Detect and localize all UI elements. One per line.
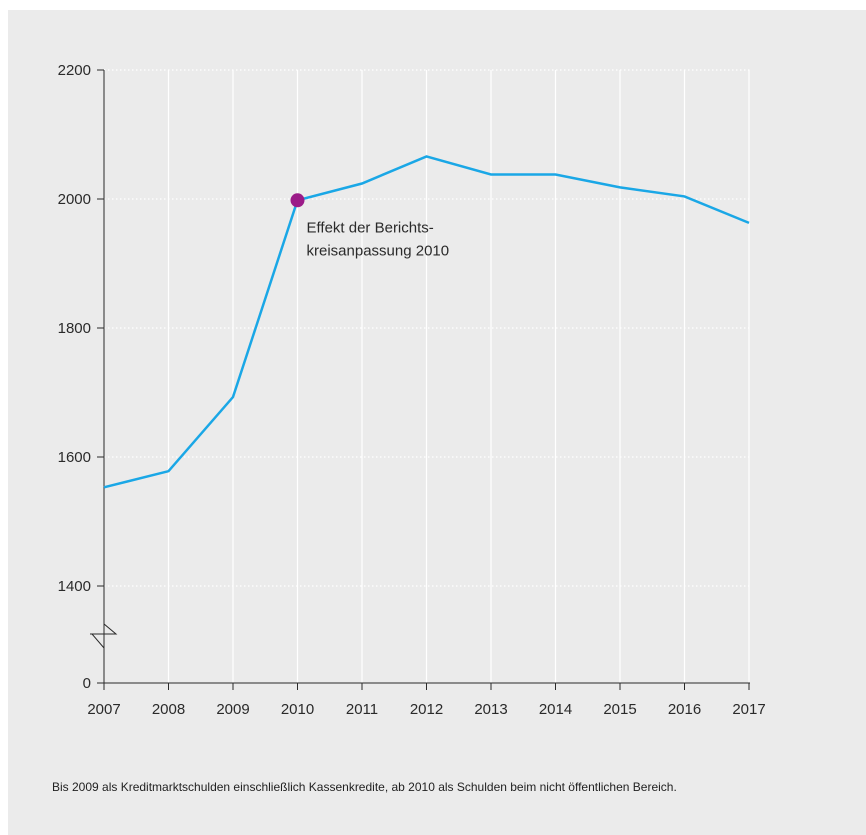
ticks: 0 1400 1600 1800 2000 2200 2007 2008 2009 2010 201…: [58, 62, 766, 718]
x-tick-label: 2016: [668, 701, 701, 718]
x-tick-label: 2009: [216, 701, 249, 718]
x-tick-label: 2014: [539, 701, 572, 718]
annotation-line-1: Effekt der Berichts-: [307, 219, 434, 236]
highlight-marker: [290, 193, 305, 208]
y-tick-label: 2200: [58, 62, 91, 79]
y-tick-label: 1800: [58, 320, 91, 337]
x-tick-label: 2013: [474, 701, 507, 718]
y-tick-label: 2000: [58, 191, 91, 208]
x-tick-label: 2017: [732, 701, 765, 718]
x-tick-label: 2012: [410, 701, 443, 718]
footnote: Bis 2009 als Kreditmarktschulden einschl…: [52, 780, 677, 794]
axes: [90, 70, 750, 684]
y-tick-label: 0: [83, 675, 91, 692]
axis-break-mark: [90, 622, 118, 650]
series: [103, 155, 750, 489]
annotation-line-2: kreisanpassung 2010: [307, 242, 450, 259]
y-tick-label: 1600: [58, 449, 91, 466]
x-tick-label: 2008: [152, 701, 185, 718]
grid: [104, 69, 750, 683]
chart-panel: [8, 10, 866, 835]
x-tick-label: 2015: [603, 701, 636, 718]
y-tick-label: 1400: [58, 578, 91, 595]
x-tick-label: 2011: [346, 701, 378, 718]
x-tick-label: 2007: [87, 701, 120, 718]
x-tick-label: 2010: [281, 701, 314, 718]
annotation-group: Effekt der Berichts- kreisanpassung 2010: [307, 219, 450, 259]
